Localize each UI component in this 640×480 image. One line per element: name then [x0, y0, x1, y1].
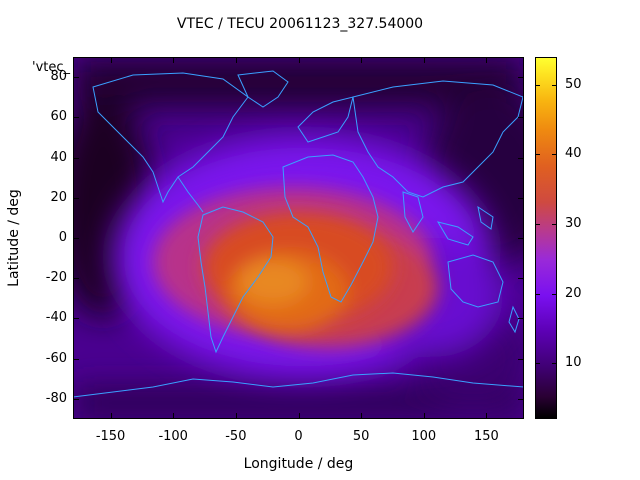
x-tick-label: -150 [95, 429, 126, 444]
y-tick-mark [518, 77, 524, 79]
colorbar-tick-mark [535, 224, 540, 226]
y-tick-mark [518, 117, 524, 119]
y-tick-label: -40 [45, 310, 67, 326]
colorbar-tick-label: 50 [565, 76, 582, 92]
colorbar-tick-label: 20 [565, 285, 582, 301]
y-tick-mark [73, 238, 79, 239]
y-tick-mark [518, 157, 524, 159]
x-tick-mark [486, 57, 488, 63]
x-tick-mark [110, 413, 112, 419]
y-tick-label: -80 [45, 390, 67, 406]
x-tick-mark [361, 57, 363, 63]
y-tick-label: 0 [58, 230, 67, 245]
colorbar-tick-label: 40 [565, 146, 582, 162]
coastlines [73, 70, 524, 398]
colorbar-tick-label: 10 [565, 355, 582, 371]
y-tick-mark [518, 197, 524, 199]
x-tick-mark [423, 413, 425, 419]
colorbar [535, 57, 557, 419]
colorbar-tick-mark [535, 293, 540, 295]
x-tick-mark [110, 57, 112, 63]
x-tick-mark [486, 413, 488, 419]
y-tick-mark [518, 358, 524, 360]
y-tick-mark [73, 117, 79, 119]
x-tick-mark [173, 413, 175, 419]
y-tick-mark [518, 318, 524, 320]
colorbar-tick-mark [552, 363, 557, 365]
y-tick-mark [518, 238, 524, 239]
vtec-heatmap [73, 57, 524, 419]
y-tick-label: 80 [50, 69, 67, 85]
chart-title: VTEC / TECU 20061123_327.54000 [176, 16, 424, 32]
x-tick-label: 50 [352, 429, 370, 444]
x-tick-label: 150 [473, 429, 499, 444]
y-tick-mark [73, 278, 79, 280]
colorbar-tick-mark [535, 363, 540, 365]
x-tick-label: -100 [158, 429, 188, 444]
x-tick-mark [173, 57, 175, 63]
colorbar-tick-mark [535, 84, 540, 86]
x-tick-mark [235, 57, 237, 63]
x-tick-mark [361, 413, 363, 419]
y-tick-mark [73, 197, 79, 199]
y-axis-label: Latitude / deg [6, 189, 22, 287]
colorbar-tick-label: 30 [565, 216, 582, 232]
x-tick-mark [235, 413, 237, 419]
x-tick-mark [423, 57, 425, 63]
colorbar-tick-mark [535, 154, 540, 156]
y-tick-label: -60 [45, 350, 67, 366]
y-tick-label: 40 [50, 149, 67, 165]
colorbar-tick-mark [552, 224, 557, 226]
y-tick-mark [73, 318, 79, 320]
colorbar-tick-mark [552, 154, 557, 156]
x-tick-mark [298, 57, 300, 63]
y-tick-label: 20 [50, 189, 67, 205]
y-tick-mark [73, 398, 79, 400]
x-tick-label: -50 [225, 429, 247, 444]
legend-key: 'vtec_ [32, 60, 71, 75]
x-tick-label: 0 [294, 429, 303, 444]
y-tick-label: -20 [45, 270, 67, 286]
y-tick-mark [73, 77, 79, 79]
y-tick-mark [73, 358, 79, 360]
x-tick-label: 100 [411, 429, 437, 444]
y-tick-mark [518, 398, 524, 400]
y-tick-mark [73, 157, 79, 159]
y-tick-label: 60 [50, 109, 67, 125]
heatmap-plot-area [73, 57, 524, 419]
x-axis-label: Longitude / deg [243, 456, 354, 472]
y-tick-mark [518, 278, 524, 280]
colorbar-tick-mark [552, 293, 557, 295]
x-tick-mark [298, 413, 300, 419]
colorbar-tick-mark [552, 84, 557, 86]
